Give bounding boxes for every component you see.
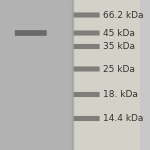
Text: 66.2 kDa: 66.2 kDa (103, 11, 144, 20)
Bar (0, 0, 73, 150)
FancyBboxPatch shape (74, 12, 100, 18)
Bar (73, 0, 140, 150)
FancyBboxPatch shape (74, 66, 100, 72)
FancyBboxPatch shape (74, 30, 100, 36)
FancyBboxPatch shape (74, 116, 100, 121)
Text: 45 kDa: 45 kDa (103, 28, 135, 38)
Text: 25 kDa: 25 kDa (103, 64, 135, 74)
FancyBboxPatch shape (74, 92, 100, 97)
Text: 18. kDa: 18. kDa (103, 90, 138, 99)
Text: 14.4 kDa: 14.4 kDa (103, 114, 144, 123)
Text: 35 kDa: 35 kDa (103, 42, 135, 51)
Bar (72, 0, 73, 150)
FancyBboxPatch shape (74, 44, 100, 49)
FancyBboxPatch shape (15, 30, 47, 36)
